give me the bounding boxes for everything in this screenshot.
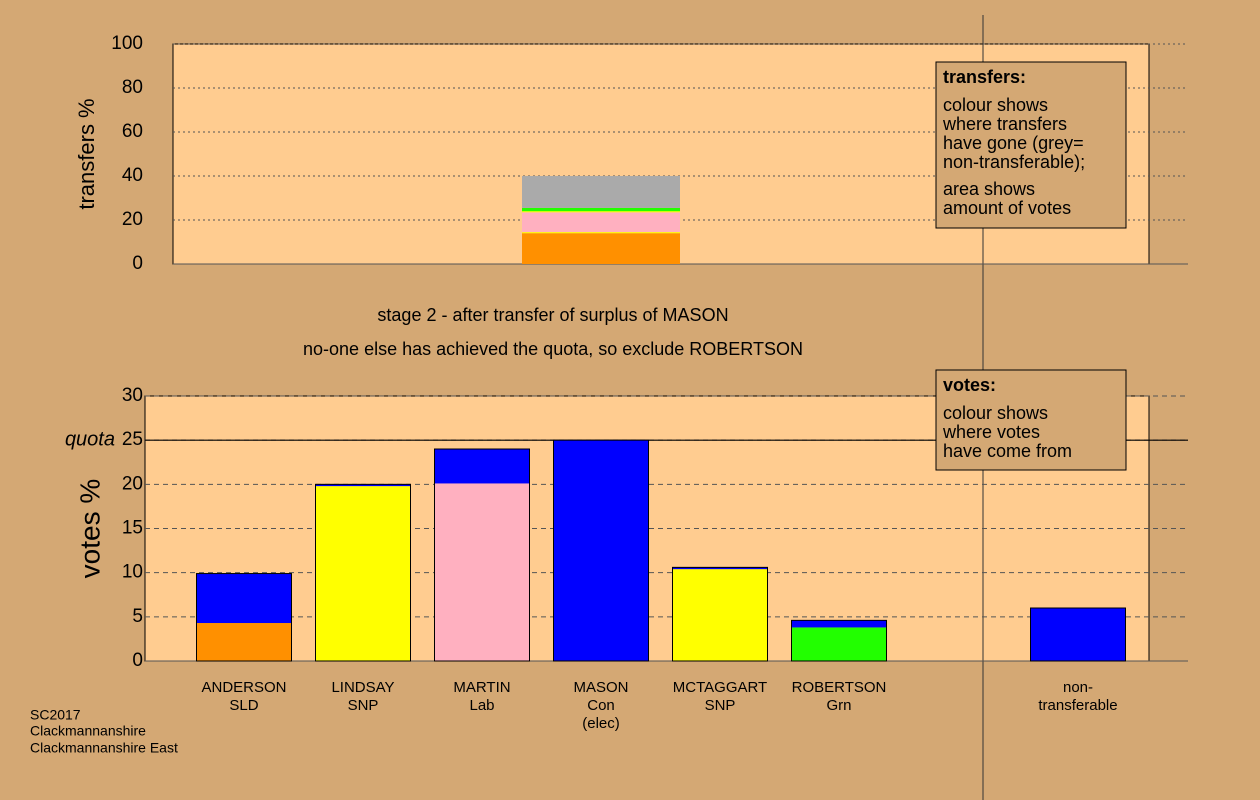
bar-outline bbox=[672, 566, 768, 662]
x-tick-label: ANDERSON bbox=[201, 679, 286, 696]
bar-segment bbox=[522, 211, 680, 213]
bar-segment bbox=[196, 573, 292, 624]
y-tick-label: 60 bbox=[122, 121, 143, 142]
x-tick-label: SNP bbox=[705, 697, 736, 714]
bar-outline bbox=[434, 448, 530, 662]
x-tick-label: Con bbox=[587, 697, 615, 714]
footer-line: SC2017 bbox=[30, 707, 81, 723]
x-tick-label: MARTIN bbox=[453, 679, 510, 696]
y-tick-label: 40 bbox=[122, 165, 143, 186]
note-line: have come from bbox=[943, 441, 1072, 461]
note-line: area shows bbox=[943, 179, 1035, 199]
bar-segment bbox=[315, 486, 411, 661]
bar-segment bbox=[791, 620, 887, 628]
note-line: colour shows bbox=[943, 95, 1048, 115]
bar-segment bbox=[434, 449, 530, 484]
bar-segment bbox=[522, 212, 680, 233]
footer-line: Clackmannanshire bbox=[30, 723, 146, 739]
bar-outline bbox=[553, 439, 649, 662]
note-title: votes: bbox=[943, 375, 996, 395]
bar-segment bbox=[522, 176, 680, 208]
note-line: colour shows bbox=[943, 403, 1048, 423]
x-tick-label: transferable bbox=[1038, 697, 1117, 714]
x-tick-label: MCTAGGART bbox=[673, 679, 767, 696]
stage-line: stage 2 - after transfer of surplus of M… bbox=[377, 305, 728, 325]
x-tick-label: SLD bbox=[229, 697, 258, 714]
bar-segment bbox=[522, 233, 680, 264]
y-tick-label: 15 bbox=[122, 518, 143, 539]
y-tick-label: 20 bbox=[122, 473, 143, 494]
note-line: where transfers bbox=[942, 114, 1067, 134]
y-axis-label: votes % bbox=[74, 479, 105, 579]
bar-segment bbox=[434, 483, 530, 661]
note-line: where votes bbox=[942, 422, 1040, 442]
bar-segment bbox=[196, 623, 292, 661]
note-title: transfers: bbox=[943, 67, 1026, 87]
y-tick-label: 0 bbox=[132, 253, 143, 274]
bar-segment bbox=[522, 207, 680, 212]
bar-outline bbox=[315, 483, 411, 662]
x-tick-label: LINDSAY bbox=[331, 679, 394, 696]
stage-line: no-one else has achieved the quota, so e… bbox=[303, 339, 803, 359]
y-tick-label: 5 bbox=[132, 606, 143, 627]
x-tick-label: (elec) bbox=[582, 715, 620, 732]
bar-segment bbox=[1030, 608, 1126, 661]
note-line: have gone (grey= bbox=[943, 133, 1084, 153]
bar-segment bbox=[672, 569, 768, 661]
bar-segment bbox=[791, 627, 887, 661]
bar-segment bbox=[672, 567, 768, 570]
y-tick-label: 25 bbox=[122, 429, 143, 450]
bar-outline bbox=[196, 573, 292, 662]
y-tick-label: 80 bbox=[122, 77, 143, 98]
y-tick-label: 100 bbox=[111, 33, 143, 54]
bar-outline bbox=[1030, 607, 1126, 662]
x-tick-label: non- bbox=[1063, 679, 1093, 696]
x-tick-label: MASON bbox=[573, 679, 628, 696]
y-tick-label: 20 bbox=[122, 209, 143, 230]
footer-line: Clackmannanshire East bbox=[30, 740, 178, 756]
x-tick-label: Lab bbox=[469, 697, 494, 714]
x-tick-label: ROBERTSON bbox=[792, 679, 887, 696]
x-tick-label: Grn bbox=[826, 697, 851, 714]
x-tick-label: SNP bbox=[348, 697, 379, 714]
bar-segment bbox=[522, 232, 680, 234]
y-tick-label: 0 bbox=[132, 650, 143, 671]
bar-outline bbox=[791, 619, 887, 662]
y-axis-label: transfers % bbox=[74, 98, 99, 209]
bar-segment bbox=[315, 484, 411, 487]
bar-segment bbox=[553, 440, 649, 661]
note-box bbox=[935, 61, 1127, 229]
note-box bbox=[935, 369, 1127, 471]
note-line: non-transferable); bbox=[943, 152, 1085, 172]
y-tick-label: 10 bbox=[122, 562, 143, 583]
quota-label: quota bbox=[65, 428, 115, 450]
note-line: amount of votes bbox=[943, 198, 1071, 218]
y-tick-label: 30 bbox=[122, 385, 143, 406]
